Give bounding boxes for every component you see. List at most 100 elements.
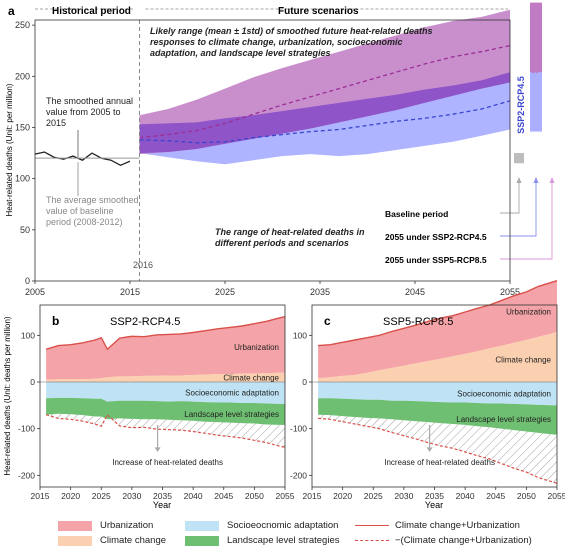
svg-text:The average smoothed: The average smoothed bbox=[46, 195, 139, 205]
svg-text:The range of heat-related deat: The range of heat-related deaths in bbox=[215, 227, 365, 237]
neg-cc-urb-line bbox=[318, 417, 558, 484]
panel-c: Urbanization Climate change Socioeconomic … bbox=[290, 280, 565, 501]
cc-urb-line bbox=[45, 316, 286, 351]
historical-line bbox=[34, 151, 131, 167]
annotation-baseline: The average smoothed value of baseline p… bbox=[46, 195, 139, 227]
y-tick-label: 150 bbox=[15, 122, 30, 132]
y-tick-label: 50 bbox=[20, 225, 30, 235]
panel-a-frame bbox=[34, 19, 511, 282]
ssp5-connector-arrowhead bbox=[549, 177, 555, 183]
legend-ssp2: 2055 under SSP2-RCP4.5 bbox=[385, 232, 487, 242]
increase-label: Increase of heat-related deaths bbox=[112, 458, 223, 467]
urbanization-label: Urbanization bbox=[234, 343, 279, 352]
ssp2-connector bbox=[500, 180, 537, 237]
x-tick-label: 2020 bbox=[333, 491, 352, 501]
xlabel-c: Year bbox=[425, 500, 443, 510]
legend-ssp5: 2055 under SSP5-RCP8.5 bbox=[385, 255, 487, 265]
overlap-band bbox=[139, 72, 510, 154]
panel-a: 2005 2015 2025 2035 2045 2055050100150200250 … bbox=[5, 2, 555, 297]
y-tick-label: 250 bbox=[15, 20, 30, 30]
y-tick-label: 100 bbox=[293, 330, 307, 340]
legend-cc-urb: Climate change+Urbanization bbox=[355, 520, 520, 531]
bar-label-ssp2: SSP2-RCP4.5 bbox=[516, 76, 526, 134]
historical-label: Historical period bbox=[52, 6, 131, 17]
x-tick-label: 2050 bbox=[245, 491, 264, 501]
svg-text:responses to climate change, u: responses to climate change, urbanizatio… bbox=[150, 37, 403, 47]
legend-urbanization: Urbanization bbox=[58, 520, 153, 531]
x-tick-label: 2040 bbox=[184, 491, 203, 501]
socio-adaptation-area bbox=[46, 382, 285, 404]
urbanization-swatch bbox=[58, 520, 92, 531]
x-tick-label: 2045 bbox=[214, 491, 233, 501]
y-tick-label: -200 bbox=[290, 470, 307, 480]
svg-text:adaptation, and landscape leve: adaptation, and landscape level strategi… bbox=[150, 48, 331, 58]
y-tick-label: 100 bbox=[21, 330, 35, 340]
landscape-swatch bbox=[185, 535, 219, 546]
y-tick-label: 0 bbox=[30, 377, 35, 387]
ssp2-range-bar bbox=[530, 72, 542, 132]
svg-text:2015: 2015 bbox=[46, 118, 66, 128]
x-tick-label: 2015 bbox=[120, 287, 140, 297]
x-tick-label: 2055 bbox=[276, 491, 295, 501]
split-year-label: 2016 bbox=[133, 260, 153, 270]
x-tick-label: 2035 bbox=[310, 287, 330, 297]
annotation-smoothed: The smoothed annual value from 2005 to 2… bbox=[46, 96, 133, 128]
socio-label: Socioeconomic adaptation bbox=[185, 389, 279, 398]
legend-baseline: Baseline period bbox=[385, 209, 448, 219]
x-tick-label: 2035 bbox=[153, 491, 172, 501]
legend-landscape: Landscape level strategies bbox=[185, 535, 340, 546]
increase-arrowhead bbox=[426, 447, 433, 452]
x-tick-label: 2050 bbox=[517, 491, 536, 501]
landscape-label: Landscape level strategies bbox=[456, 415, 551, 424]
bottom-ylabel: Heat-related deaths (Unit: deaths per mi… bbox=[3, 316, 12, 476]
y-tick-label: 0 bbox=[302, 377, 307, 387]
x-tick-label: 2055 bbox=[548, 491, 565, 501]
svg-text:period (2008-2012): period (2008-2012) bbox=[46, 217, 123, 227]
svg-text:Likely range (mean ± 1std) of: Likely range (mean ± 1std) of smoothed f… bbox=[150, 26, 433, 36]
panel-b-label: b bbox=[52, 314, 59, 328]
urbanization-area bbox=[46, 316, 285, 380]
x-tick-label: 2005 bbox=[25, 287, 45, 297]
svg-text:value of baseline: value of baseline bbox=[46, 206, 114, 216]
baseline-connector bbox=[500, 180, 520, 214]
increase-hatch-area bbox=[318, 414, 557, 484]
socio-swatch bbox=[185, 520, 219, 531]
legend-climate: Climate change bbox=[58, 535, 166, 546]
panel-b: Urbanization Climate change Socioeconomic … bbox=[18, 304, 295, 501]
y-tick-label: -100 bbox=[18, 424, 35, 434]
climate-swatch bbox=[58, 535, 92, 546]
svg-text:value from 2005 to: value from 2005 to bbox=[46, 107, 121, 117]
increase-arrowhead bbox=[154, 447, 161, 452]
bottom-legend: Urbanization Climate change Socioeocnomi… bbox=[58, 518, 563, 548]
urbanization-label: Urbanization bbox=[506, 308, 551, 317]
neg-cc-urb-swatch bbox=[355, 536, 389, 546]
ssp2-mean-line bbox=[139, 100, 511, 144]
x-tick-label: 2045 bbox=[486, 491, 505, 501]
x-tick-label: 2025 bbox=[215, 287, 235, 297]
x-tick-label: 2020 bbox=[61, 491, 80, 501]
side-legend: Baseline period 2055 under SSP2-RCP4.5 2… bbox=[385, 209, 487, 265]
panel-c-frame bbox=[311, 304, 558, 488]
panel-a-ylabel: Heat-related deaths (Unit: per million) bbox=[5, 83, 14, 216]
neg-cc-urb-line bbox=[45, 413, 286, 448]
climate-change-label: Climate change bbox=[495, 355, 551, 364]
x-tick-label: 2055 bbox=[500, 287, 520, 297]
baseline-connector-arrowhead bbox=[516, 177, 522, 183]
socio-label: Socioeconomic adaptation bbox=[457, 389, 551, 398]
x-tick-label: 2025 bbox=[364, 491, 383, 501]
ssp5-connector bbox=[500, 180, 553, 260]
increase-hatch-area bbox=[46, 413, 285, 448]
legend-socio: Socioeocnomic adaptation bbox=[185, 520, 338, 531]
ssp5-mean-line bbox=[139, 44, 511, 139]
socio-adaptation-area bbox=[318, 382, 557, 406]
annotation-range: Likely range (mean ± 1std) of smoothed f… bbox=[150, 26, 433, 58]
climate-change-area bbox=[46, 372, 285, 382]
y-tick-label: 200 bbox=[15, 71, 30, 81]
panel-b-title: SSP2-RCP4.5 bbox=[110, 316, 180, 328]
y-tick-label: 0 bbox=[25, 276, 30, 286]
ssp2-connector-arrowhead bbox=[533, 177, 539, 183]
xlabel-b: Year bbox=[153, 500, 171, 510]
panel-c-label: c bbox=[324, 314, 331, 328]
y-tick-label: -200 bbox=[18, 470, 35, 480]
